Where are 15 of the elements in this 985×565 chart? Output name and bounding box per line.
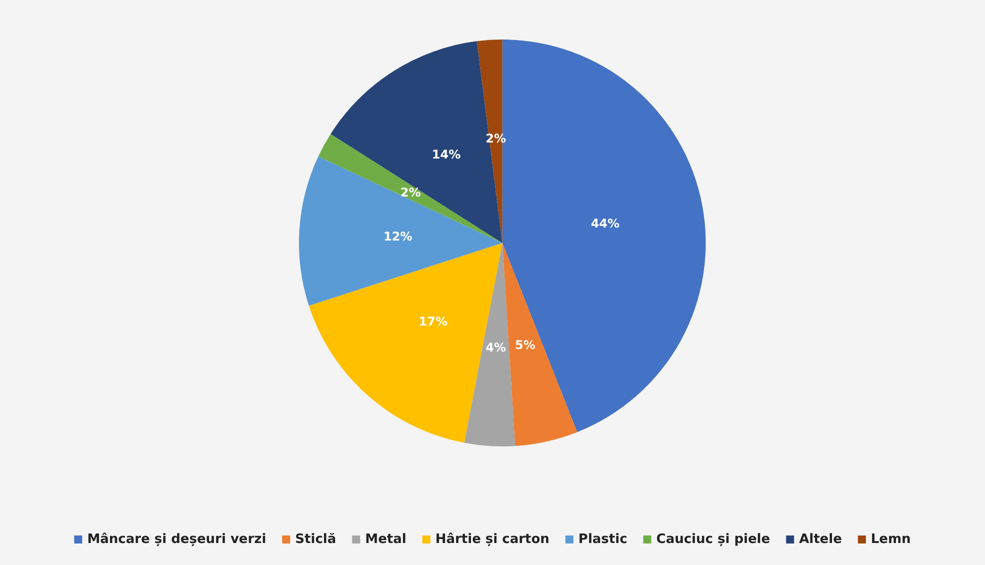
data-label: 5% xyxy=(515,338,536,352)
legend-label: Metal xyxy=(365,532,406,547)
data-label: 44% xyxy=(590,216,620,230)
legend-label: Altele xyxy=(799,532,842,547)
legend-label: Plastic xyxy=(578,532,628,547)
legend-label: Lemn xyxy=(870,532,911,547)
legend-label: Hârtie și carton xyxy=(435,532,550,547)
legend-label: Sticlă xyxy=(295,532,336,547)
data-label: 14% xyxy=(432,148,461,162)
data-label: 17% xyxy=(418,314,448,328)
legend-label: Mâncare și deșeuri verzi xyxy=(87,532,266,547)
legend-label: Cauciuc și piele xyxy=(656,532,770,547)
data-label: 12% xyxy=(383,229,412,244)
data-label: 2% xyxy=(400,186,421,200)
data-label: 4% xyxy=(486,340,506,354)
